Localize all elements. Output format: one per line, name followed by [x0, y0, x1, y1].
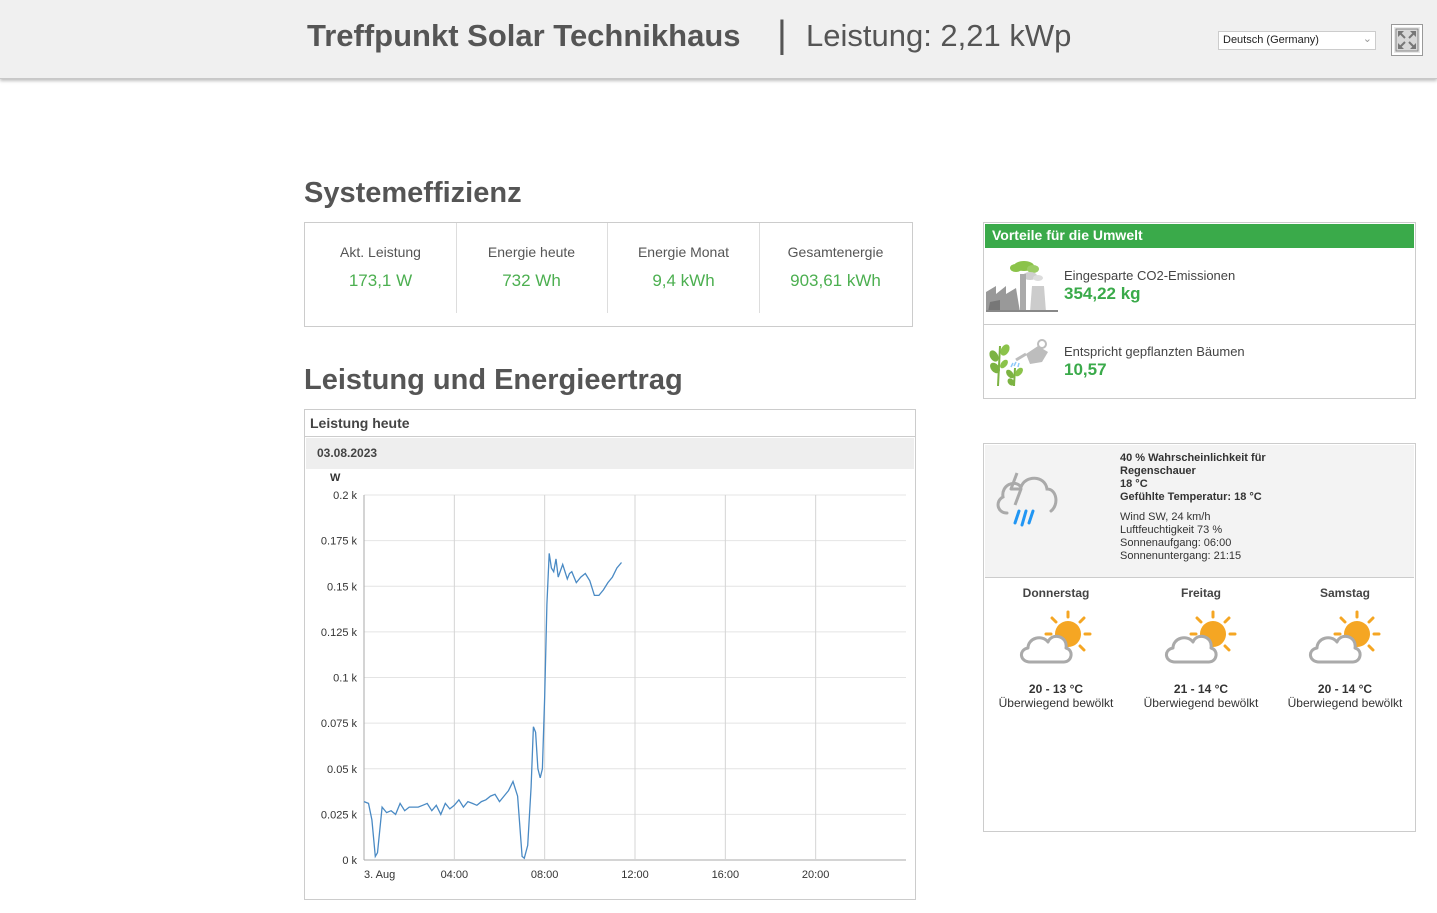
weather-precip-line1: 40 % Wahrscheinlichkeit für — [1120, 452, 1266, 464]
forecast-day-name: Freitag — [1180, 586, 1221, 600]
eff-label: Energie heute — [487, 244, 576, 260]
eff-value: 9,4 kWh — [652, 271, 715, 290]
tree-planting-icon — [989, 339, 1048, 387]
weather-sunrise: Sonnenaufgang: 06:00 — [1120, 537, 1232, 549]
eff-energy-total: Gesamtenergie 903,61 kWh — [760, 223, 911, 313]
forecast-day: Samstag 20 - 14 °C Überwiegend bewölkt — [1275, 578, 1415, 718]
power-series-line — [363, 553, 622, 860]
forecast-condition: Überwiegend bewölkt — [1287, 696, 1403, 710]
weather-wind: Wind SW, 24 km/h — [1120, 511, 1211, 523]
title-separator: | — [777, 14, 787, 56]
language-select-value: Deutsch (Germany) — [1223, 34, 1319, 46]
weather-temperature: 18 °C — [1120, 478, 1148, 490]
chevron-down-icon: ⌄ — [1362, 33, 1372, 45]
top-header: Treffpunkt Solar Technikhaus | Leistung:… — [0, 0, 1437, 79]
y-tick-label: 0.025 k — [321, 809, 358, 821]
forecast-temp: 21 - 14 °C — [1173, 682, 1229, 696]
divider — [305, 436, 915, 437]
eff-value: 903,61 kWh — [790, 271, 881, 290]
env-co2-label: Eingesparte CO2-Emissionen — [1064, 268, 1236, 283]
fullscreen-button[interactable] — [1391, 24, 1423, 56]
x-tick-label: 08:00 — [531, 869, 559, 881]
factory-co2-icon — [986, 261, 1058, 312]
eff-label: Akt. Leistung — [340, 244, 421, 260]
chart-heading: Leistung und Energieertrag — [304, 364, 683, 396]
chart-panel-title: Leistung heute — [310, 415, 410, 431]
y-tick-label: 0.125 k — [321, 627, 358, 639]
environment-header: Vorteile für die Umwelt — [985, 224, 1414, 248]
weather-sunset: Sonnenuntergang: 21:15 — [1120, 550, 1242, 562]
weather-current: 40 % Wahrscheinlichkeit für Regenschauer… — [985, 445, 1414, 578]
system-power: Leistung: 2,21 kWp — [806, 18, 1072, 53]
forecast-day-name: Samstag — [1319, 586, 1371, 600]
partly-cloudy-icon — [1165, 610, 1237, 664]
weather-humidity: Luftfeuchtigkeit 73 % — [1120, 524, 1223, 536]
y-tick-label: 0.2 k — [333, 490, 357, 502]
language-select[interactable]: Deutsch (Germany) ⌄ — [1218, 31, 1376, 50]
x-tick-label: 16:00 — [712, 869, 740, 881]
environment-panel: Vorteile für die Umwelt Eingesparte CO2-… — [983, 222, 1416, 399]
weather-panel: 40 % Wahrscheinlichkeit für Regenschauer… — [983, 443, 1416, 832]
y-tick-label: 0.075 k — [321, 718, 358, 730]
env-trees-row: Entspricht gepflanzten Bäumen 10,57 — [984, 325, 1415, 400]
weather-precip-line2: Regenschauer — [1120, 465, 1196, 477]
env-co2-value: 354,22 kg — [1064, 284, 1141, 303]
power-chart[interactable]: W 0 k 0.025 k 0.05 k 0.075 k 0.1 k 0.125 k 0.15… — [305, 410, 915, 899]
forecast-day: Donnerstag 20 - 13 °C Überwiegend bewölk… — [986, 578, 1126, 718]
efficiency-heading: Systemeffizienz — [304, 177, 522, 209]
thunder-rain-icon — [996, 472, 1058, 527]
eff-current-power: Akt. Leistung 173,1 W — [305, 223, 457, 313]
env-co2-row: Eingesparte CO2-Emissionen 354,22 kg — [984, 249, 1415, 325]
forecast-temp: 20 - 13 °C — [1028, 682, 1084, 696]
forecast-temp: 20 - 14 °C — [1317, 682, 1373, 696]
eff-value: 173,1 W — [348, 271, 413, 290]
y-tick-label: 0.15 k — [327, 581, 357, 593]
x-tick-label: 12:00 — [621, 869, 649, 881]
weather-feels-like: Gefühlte Temperatur: 18 °C — [1120, 491, 1262, 503]
eff-value: 732 Wh — [502, 271, 561, 290]
forecast-condition: Überwiegend bewölkt — [998, 696, 1114, 710]
eff-label: Gesamtenergie — [787, 244, 884, 260]
x-tick-label: 3. Aug — [364, 869, 395, 881]
eff-label: Energie Monat — [637, 244, 730, 260]
forecast-day: Freitag 21 - 14 °C Überwiegend bewölkt — [1131, 578, 1271, 718]
fullscreen-icon — [1395, 28, 1419, 52]
y-tick-label: 0.175 k — [321, 536, 358, 548]
forecast-condition: Überwiegend bewölkt — [1143, 696, 1259, 710]
chart-date: 03.08.2023 — [317, 446, 378, 460]
y-tick-label: 0 k — [342, 855, 357, 867]
eff-energy-month: Energie Monat 9,4 kWh — [608, 223, 760, 313]
y-axis-label: W — [330, 472, 341, 484]
efficiency-panel: Akt. Leistung 173,1 W Energie heute 732 … — [304, 222, 913, 327]
forecast-day-name: Donnerstag — [1022, 586, 1090, 600]
partly-cloudy-icon — [1020, 610, 1092, 664]
partly-cloudy-icon — [1309, 610, 1381, 664]
site-title: Treffpunkt Solar Technikhaus — [307, 18, 741, 53]
env-trees-value: 10,57 — [1064, 360, 1107, 379]
eff-energy-today: Energie heute 732 Wh — [456, 223, 608, 313]
y-tick-label: 0.05 k — [327, 764, 357, 776]
x-tick-label: 04:00 — [441, 869, 469, 881]
x-tick-label: 20:00 — [802, 869, 830, 881]
env-trees-label: Entspricht gepflanzten Bäumen — [1064, 344, 1245, 359]
power-chart-panel: Leistung heute 03.08.2023 W 0 k 0.025 k 0.0… — [304, 409, 916, 900]
y-tick-label: 0.1 k — [333, 673, 357, 685]
date-bar: 03.08.2023 — [306, 438, 914, 469]
